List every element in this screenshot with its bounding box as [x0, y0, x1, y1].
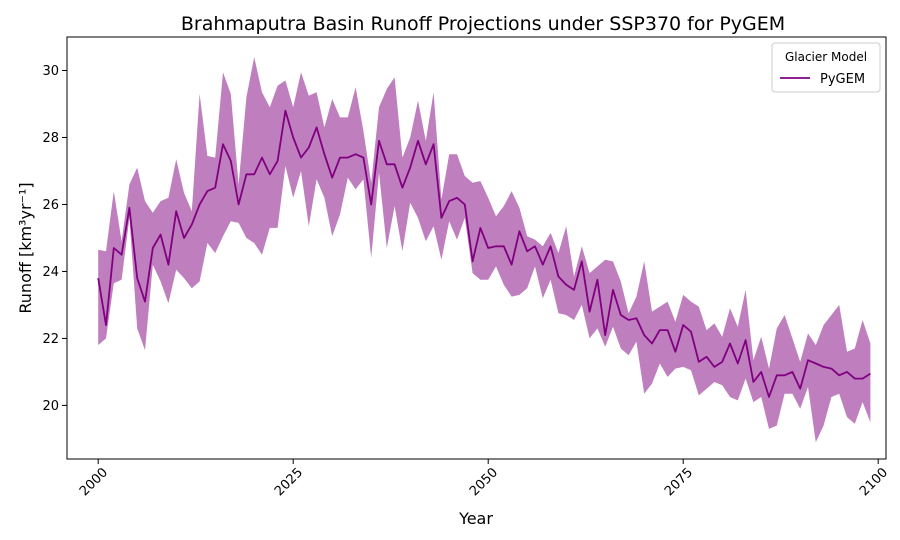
x-axis-label: Year: [458, 509, 493, 528]
x-tick-label: 2025: [272, 465, 306, 499]
plot-frame: [66, 36, 887, 460]
y-tick-label: 28: [42, 131, 59, 146]
legend: Glacier Model PyGEM: [771, 42, 881, 93]
legend-box: [771, 42, 881, 93]
x-tick-label: 2000: [77, 465, 111, 499]
x-tick-label: 2050: [467, 465, 501, 499]
legend-label-pygem: PyGEM: [820, 72, 865, 87]
y-tick-label: 26: [42, 198, 59, 213]
y-tick-label: 20: [42, 399, 59, 414]
x-tick-label: 2075: [662, 465, 696, 499]
y-axis-label: Runoff [km³yr⁻¹]: [16, 182, 35, 313]
pygem-mean-line: [97, 109, 871, 398]
plot-area: [97, 57, 871, 443]
legend-title: Glacier Model: [785, 50, 867, 64]
y-tick-label: 30: [42, 64, 59, 79]
chart-title: Brahmaputra Basin Runoff Projections und…: [181, 13, 785, 35]
x-axis-ticks: 2000 2025 2050 2075 2100: [77, 459, 891, 499]
x-tick-label: 2100: [857, 465, 891, 499]
y-tick-label: 24: [42, 265, 59, 280]
y-tick-label: 22: [42, 332, 59, 347]
y-axis-ticks: 20 22 24 26 28 30: [42, 64, 67, 414]
pygem-uncertainty-band: [98, 57, 871, 443]
